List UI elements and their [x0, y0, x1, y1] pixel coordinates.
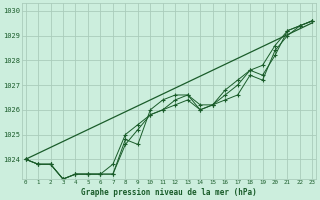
X-axis label: Graphe pression niveau de la mer (hPa): Graphe pression niveau de la mer (hPa) — [81, 188, 257, 197]
